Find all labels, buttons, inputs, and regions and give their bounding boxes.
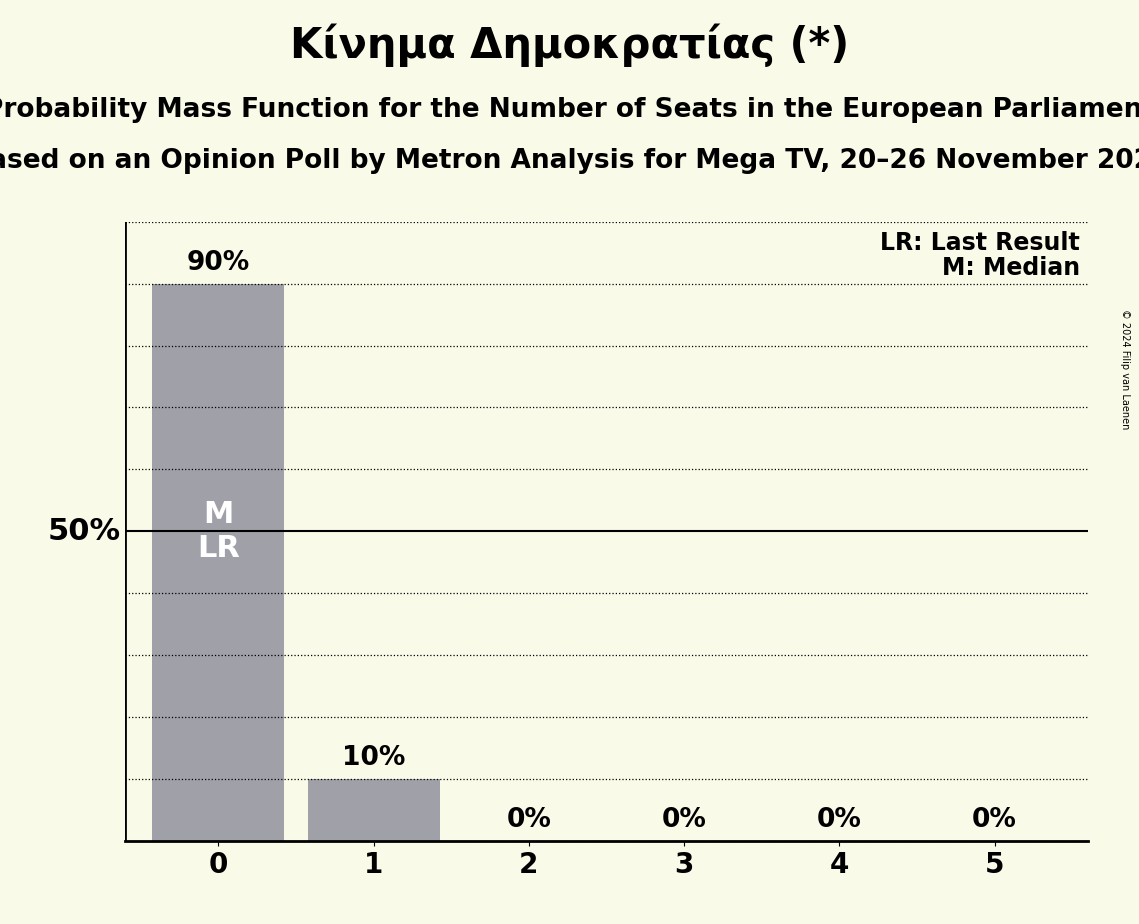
Text: 50%: 50% xyxy=(48,517,121,546)
Text: 0%: 0% xyxy=(973,807,1017,833)
Text: 0%: 0% xyxy=(507,807,551,833)
Text: M: Median: M: Median xyxy=(942,256,1080,280)
Text: 0%: 0% xyxy=(662,807,706,833)
Text: M
LR: M LR xyxy=(197,500,240,563)
Bar xyxy=(308,779,440,841)
Text: 10%: 10% xyxy=(342,745,405,771)
Text: 0%: 0% xyxy=(817,807,862,833)
Text: Probability Mass Function for the Number of Seats in the European Parliament: Probability Mass Function for the Number… xyxy=(0,97,1139,123)
Bar xyxy=(153,284,285,841)
Text: Based on an Opinion Poll by Metron Analysis for Mega TV, 20–26 November 2024: Based on an Opinion Poll by Metron Analy… xyxy=(0,148,1139,174)
Text: © 2024 Filip van Laenen: © 2024 Filip van Laenen xyxy=(1121,310,1130,430)
Text: 90%: 90% xyxy=(187,249,251,275)
Text: LR: Last Result: LR: Last Result xyxy=(880,231,1080,255)
Text: Κίνημα Δημοκρατίας (*): Κίνημα Δημοκρατίας (*) xyxy=(289,23,850,67)
